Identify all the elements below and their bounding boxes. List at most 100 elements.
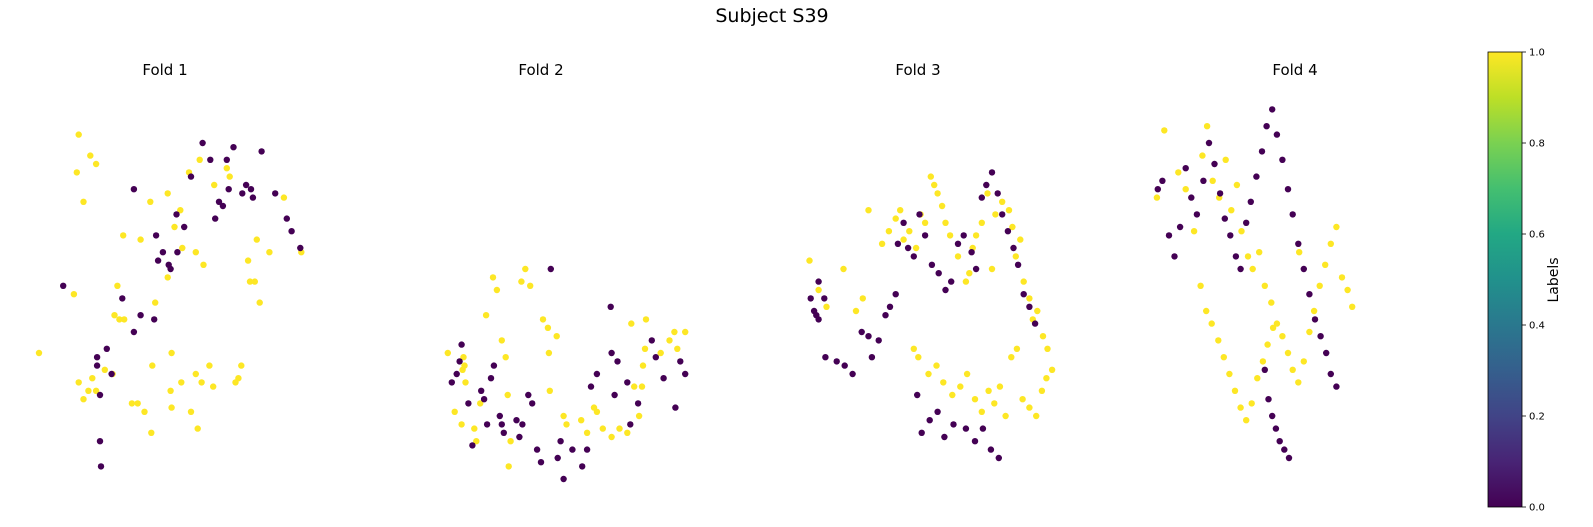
data-point (1276, 438, 1283, 445)
data-point (1008, 354, 1015, 361)
data-point (674, 345, 681, 352)
data-point (931, 181, 938, 189)
data-point (148, 429, 155, 436)
colorbar: 0.0 0.2 0.4 0.6 0.8 1.0 Labels (1487, 48, 1562, 514)
data-point (1261, 366, 1269, 373)
data-point (1327, 370, 1335, 378)
data-point (223, 165, 230, 172)
data-point (1014, 261, 1022, 268)
data-point (462, 379, 469, 386)
data-point (921, 219, 929, 226)
data-point (1200, 177, 1207, 184)
data-point (840, 265, 847, 273)
data-point (477, 400, 484, 407)
data-point (1333, 223, 1340, 231)
data-point (641, 345, 649, 352)
data-point (906, 228, 913, 235)
data-point (128, 400, 136, 407)
data-point (152, 299, 159, 306)
data-point (954, 240, 962, 247)
data-point (174, 249, 181, 256)
data-point (972, 265, 980, 273)
data-point (1034, 307, 1041, 315)
data-point (882, 312, 889, 319)
data-point (196, 156, 203, 163)
data-point (80, 396, 87, 403)
data-point (1300, 265, 1308, 273)
data-point (995, 454, 1002, 462)
data-point (910, 345, 917, 352)
data-point (1013, 345, 1021, 352)
data-point (996, 383, 1004, 390)
colorbar-tick-label: 0.4 (1529, 321, 1545, 332)
data-point (1033, 412, 1040, 420)
panel-fold-1: Fold 1 (35, 61, 305, 470)
data-point (513, 417, 520, 424)
data-point (116, 316, 123, 323)
data-point (97, 463, 105, 470)
data-point (73, 169, 81, 176)
data-point (177, 207, 184, 214)
data-point (1327, 240, 1335, 247)
data-point (179, 244, 186, 252)
data-point (971, 396, 979, 403)
data-point (968, 249, 975, 256)
data-point (164, 190, 171, 197)
data-point (1263, 123, 1270, 130)
data-point (226, 173, 233, 180)
data-point (894, 240, 902, 247)
data-point (912, 244, 920, 252)
data-point (1193, 211, 1201, 218)
data-point (93, 354, 101, 361)
data-point (500, 429, 507, 436)
data-point (456, 358, 463, 365)
data-point (154, 257, 162, 264)
data-point (815, 278, 822, 285)
data-point (85, 387, 92, 394)
data-point (1005, 207, 1013, 214)
data-point (1043, 375, 1050, 382)
data-point (1002, 412, 1009, 420)
data-point (206, 362, 213, 369)
data-point (207, 156, 214, 163)
data-point (885, 228, 893, 235)
data-point (235, 375, 242, 382)
data-point (1026, 295, 1033, 302)
data-point (546, 387, 553, 394)
data-point (167, 265, 174, 273)
data-point (448, 379, 455, 386)
data-point (1333, 383, 1340, 390)
panel-fold-3: Fold 3 (806, 61, 1056, 462)
data-point (1228, 207, 1235, 214)
data-point (1269, 106, 1276, 113)
data-point (1284, 349, 1292, 357)
data-point (608, 433, 615, 441)
data-point (461, 362, 468, 369)
data-point (1268, 299, 1275, 306)
data-point (841, 362, 848, 369)
data-point (238, 362, 245, 369)
data-point (949, 391, 956, 399)
data-point (225, 186, 232, 193)
data-point (211, 181, 218, 189)
data-point (994, 190, 1001, 197)
data-point (178, 379, 185, 386)
data-point (1222, 156, 1229, 163)
data-point (579, 463, 586, 470)
data-point (1248, 400, 1255, 407)
data-point (948, 278, 955, 285)
data-point (194, 425, 201, 432)
data-point (648, 337, 655, 344)
data-point (1159, 177, 1166, 184)
data-point (638, 383, 646, 390)
data-point (991, 400, 998, 407)
data-point (583, 446, 591, 453)
data-point (1243, 219, 1250, 226)
data-point (1026, 404, 1033, 411)
data-point (1038, 387, 1046, 394)
data-point (900, 236, 907, 243)
data-point (672, 404, 679, 411)
data-point (1231, 387, 1239, 394)
data-point (239, 190, 246, 197)
data-point (900, 219, 907, 226)
